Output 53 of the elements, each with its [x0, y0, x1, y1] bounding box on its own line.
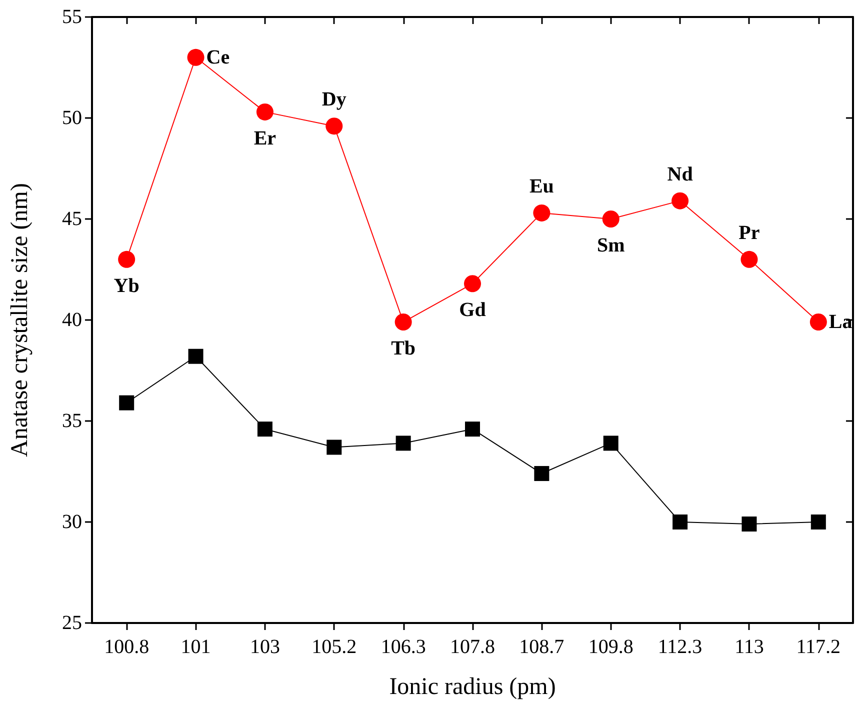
x-tick-label: 101 [180, 636, 211, 658]
x-tick-label: 107.8 [450, 636, 495, 658]
annotation: Tb [391, 338, 416, 360]
annotation: Eu [529, 175, 554, 198]
point [188, 348, 204, 364]
point [534, 466, 550, 482]
x-tick-label: 108.7 [519, 636, 564, 658]
y-tick-label: 30 [62, 511, 82, 533]
point [810, 314, 827, 331]
point [187, 48, 204, 66]
annotation: Pr [738, 222, 760, 244]
point [464, 275, 481, 292]
annotation: Gd [459, 299, 486, 322]
x-tick-label: 105.2 [312, 636, 357, 658]
point [257, 422, 272, 437]
point [810, 514, 826, 530]
point [603, 436, 618, 451]
annotation: Ce [206, 46, 230, 68]
x-tick-label: 106.3 [380, 636, 426, 658]
y-tick-label: 35 [62, 410, 82, 432]
point [742, 516, 757, 532]
point [256, 103, 274, 120]
y-tick-label: 55 [62, 6, 82, 28]
point [396, 436, 411, 451]
point [602, 210, 620, 228]
point [326, 440, 342, 455]
point [465, 422, 480, 437]
point [740, 250, 758, 268]
annotation: Sm [596, 234, 626, 256]
x-tick-label: 112.3 [658, 636, 702, 658]
x-axis-title: Ionic radius (pm) [389, 674, 556, 700]
point [672, 192, 689, 210]
x-tick-label: 109.8 [588, 636, 634, 658]
point [394, 314, 412, 331]
point [119, 395, 134, 410]
point [672, 514, 688, 530]
point [326, 118, 343, 135]
annotation: Yb [114, 274, 140, 297]
y-tick-label: 50 [62, 107, 82, 129]
x-tick-label: 113 [734, 636, 764, 658]
y-tick-label: 45 [62, 208, 82, 230]
y-axis-title: Anatase crystallite size (nm) [7, 183, 33, 457]
x-tick-label: 100.8 [104, 636, 150, 658]
y-tick-label: 40 [62, 309, 82, 331]
point [533, 204, 550, 222]
annotation: Dy [322, 88, 346, 111]
point [118, 250, 136, 268]
x-tick-label: 117.2 [796, 636, 841, 658]
annotation: La [828, 311, 852, 334]
y-tick-label: 25 [62, 612, 82, 634]
x-tick-label: 103 [250, 636, 280, 658]
annotation: Nd [667, 163, 693, 186]
annotation: Er [254, 127, 276, 150]
